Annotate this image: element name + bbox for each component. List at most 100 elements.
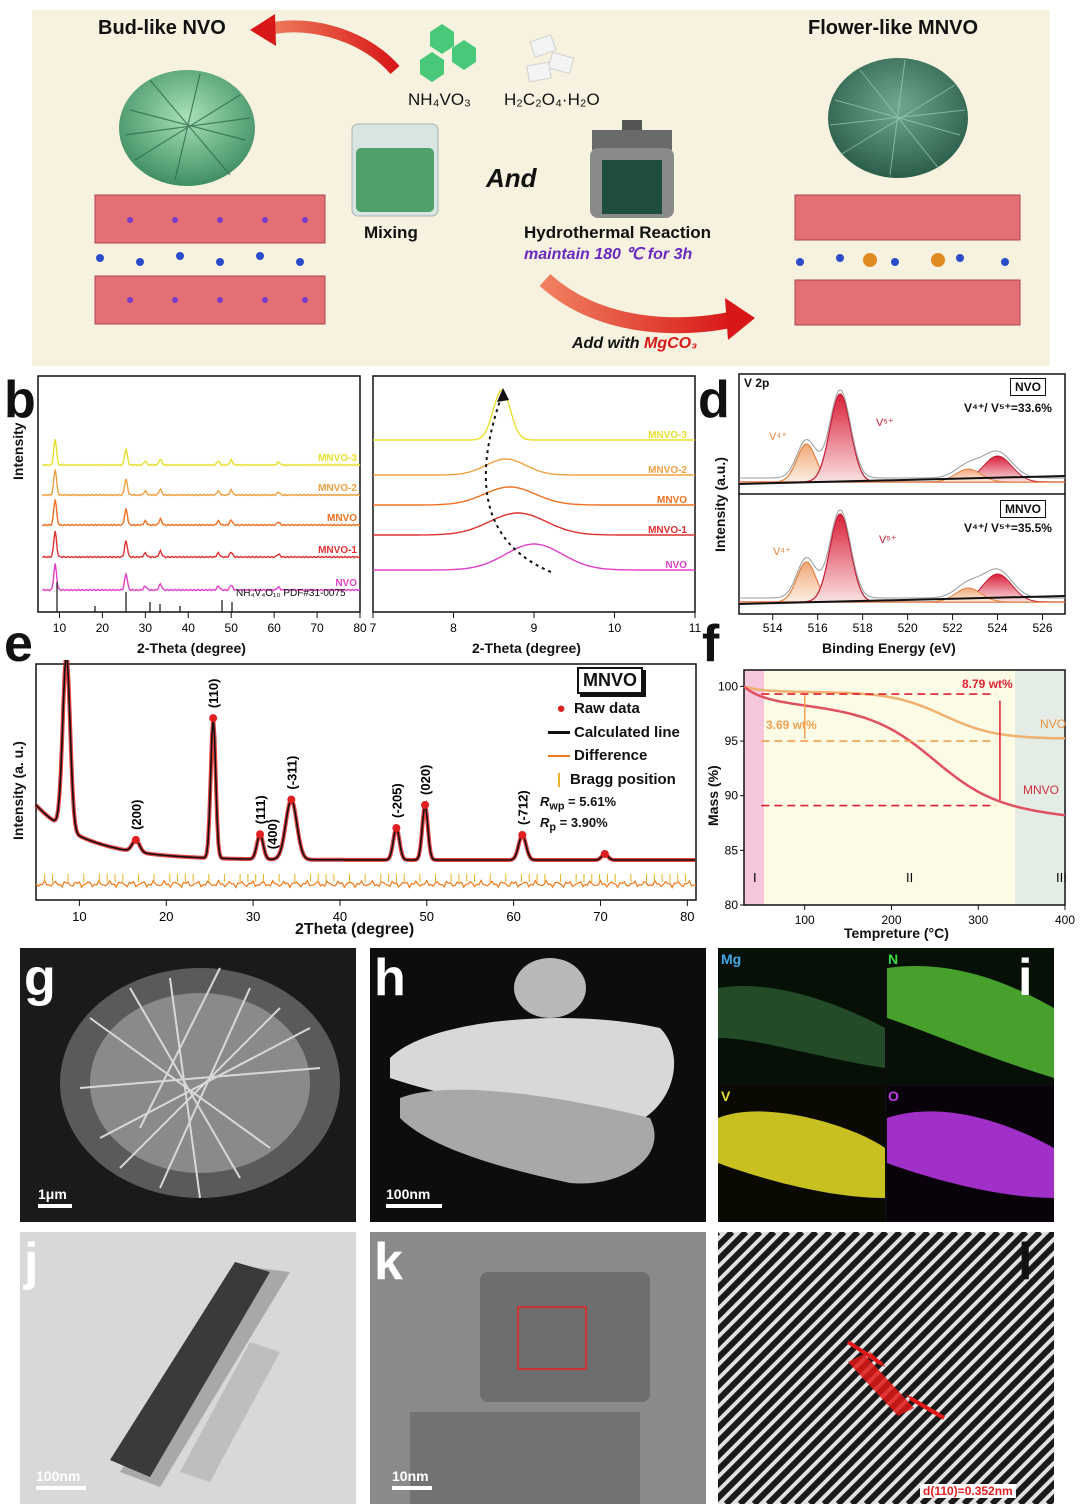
and-text: And bbox=[486, 163, 537, 193]
lattice-fringe bbox=[793, 1241, 1054, 1504]
panel-d-xtick: 526 bbox=[1033, 621, 1053, 635]
envelope bbox=[739, 389, 1065, 479]
panel-b-trace-2 bbox=[41, 499, 361, 527]
panel-f-ytick: 85 bbox=[725, 843, 739, 857]
lattice-fringe bbox=[975, 1423, 1054, 1504]
panel-d-xtick: 518 bbox=[853, 621, 873, 635]
panel-f-label: f bbox=[702, 615, 720, 673]
panel-e-label: e bbox=[4, 615, 33, 673]
panel-i-v-label: V bbox=[721, 1088, 731, 1104]
panel-e-peak-label: (-311) bbox=[284, 756, 299, 790]
lattice-fringe bbox=[718, 1232, 945, 1461]
panel-b-series-label: NVO bbox=[335, 578, 357, 589]
panel-b-trace-1 bbox=[41, 469, 361, 497]
add-mgco3-label: Add with MgCO₃ bbox=[572, 335, 698, 352]
panel-e-ylabel: Intensity (a. u.) bbox=[10, 741, 26, 840]
panel-f-ylabel: Mass (%) bbox=[705, 765, 721, 826]
raw-data-point bbox=[518, 830, 527, 839]
panel-f-region-label: III bbox=[1056, 870, 1067, 885]
reagent-nh4vo3: NH₄VO₃ bbox=[408, 90, 471, 109]
calculated-line bbox=[35, 660, 696, 861]
panel-e-peak-label: (-712) bbox=[515, 790, 530, 825]
legend-raw-data: ● Raw data bbox=[556, 700, 640, 717]
panel-c-trace-3 bbox=[373, 512, 695, 536]
panel-i-label: i bbox=[1018, 949, 1033, 1007]
panel-d-xtick: 522 bbox=[943, 621, 963, 635]
panel-d-top-v4: V⁴⁺ bbox=[769, 431, 787, 443]
panel-e-xtick: 60 bbox=[506, 909, 520, 924]
panel-f-region-label: II bbox=[906, 870, 913, 885]
panel-b-xtick: 40 bbox=[182, 621, 196, 635]
panel-f-ann-369: 3.69 wt% bbox=[766, 718, 817, 732]
bud-like-nvo-title: Bud-like NVO bbox=[98, 17, 226, 39]
panel-c-series-label: MNVO-1 bbox=[648, 525, 687, 536]
panel-c-xrd-zoom-chart: MNVO-3 MNVO-2 MNVO MNVO-1 NVO 7 8 9 10 11 bbox=[370, 375, 702, 635]
panel-f-nvo-label: NVO bbox=[1040, 717, 1067, 731]
mnvo-curve bbox=[743, 685, 1066, 817]
legend-calculated-line: Calculated line bbox=[548, 721, 680, 745]
hydrothermal-label: Hydrothermal Reaction bbox=[524, 223, 712, 242]
panel-b-xtick: 80 bbox=[353, 621, 367, 635]
envelope bbox=[739, 509, 1065, 599]
panel-c-series-label: MNVO-2 bbox=[648, 465, 687, 476]
panel-k-label: k bbox=[374, 1233, 403, 1291]
panel-i-o-label: O bbox=[888, 1088, 899, 1104]
panel-e-peak-label: (200) bbox=[129, 800, 144, 830]
panel-b-xtick: 70 bbox=[310, 621, 324, 635]
panel-d-mnvo-ratio: V⁴⁺/ V⁵⁺=35.5% bbox=[964, 521, 1052, 535]
panel-b-trace-0 bbox=[42, 438, 361, 467]
nvo-curve bbox=[743, 685, 1065, 740]
lattice-fringe bbox=[718, 1232, 889, 1405]
panel-d-bottom-v4: V⁴⁺ bbox=[773, 546, 791, 558]
panel-b-series-label: MNVO bbox=[327, 513, 357, 524]
panel-b-ref-label: NH₄V₄O₁₀ PDF#31-0075 bbox=[236, 588, 346, 599]
lattice-fringe bbox=[849, 1297, 1054, 1504]
lattice-fringe bbox=[919, 1367, 1054, 1504]
panel-c-trace-1 bbox=[373, 458, 695, 476]
lattice-fringe bbox=[718, 1232, 847, 1363]
panel-l-lattice-fringes bbox=[718, 1232, 1054, 1504]
panel-i-mg-label: Mg bbox=[721, 951, 742, 967]
panel-f-xtick: 300 bbox=[968, 913, 988, 927]
panel-b-xtick: 30 bbox=[139, 621, 153, 635]
panel-d-title: V 2p bbox=[744, 376, 770, 390]
panel-b-xtick: 50 bbox=[225, 621, 239, 635]
panel-a-schematic bbox=[94, 14, 1021, 340]
difference-line bbox=[35, 879, 697, 889]
panel-e-xtick: 50 bbox=[420, 909, 434, 924]
lattice-fringe bbox=[989, 1437, 1054, 1504]
panel-i-eds-mapping bbox=[718, 948, 1054, 1222]
panel-g-scalebar: 1μm bbox=[38, 1186, 72, 1208]
panel-f-region-label: I bbox=[753, 870, 757, 885]
panel-e-mnvo-tag: MNVO bbox=[577, 667, 643, 694]
lattice-fringe bbox=[718, 1232, 931, 1447]
lattice-fringe bbox=[891, 1339, 1054, 1504]
raw-data-point bbox=[209, 714, 218, 723]
panel-e-legend: ● Raw data Calculated line Difference | Br… bbox=[548, 697, 680, 791]
panel-f-xtick: 100 bbox=[795, 913, 815, 927]
panel-e-peak-label: (111) bbox=[253, 795, 268, 824]
panel-f-xlabel: Tempreture (°C) bbox=[844, 925, 949, 941]
lattice-fringe bbox=[718, 1232, 917, 1433]
lattice-fringe bbox=[718, 1232, 875, 1391]
panel-d-nvo-ratio: V⁴⁺/ V⁵⁺=33.6% bbox=[964, 401, 1052, 415]
legend-difference: Difference bbox=[548, 744, 680, 768]
lattice-fringe bbox=[718, 1232, 833, 1349]
panel-b-xtick: 20 bbox=[96, 621, 110, 635]
panel-h-stem-image bbox=[370, 948, 706, 1222]
flower-like-mnvo-title: Flower-like MNVO bbox=[808, 17, 979, 39]
panel-b-label: b bbox=[4, 371, 36, 429]
panel-c-series-label: MNVO bbox=[657, 495, 687, 506]
panel-e-rp: Rp = 3.90% bbox=[540, 815, 608, 834]
panel-e-peak-label: (-205) bbox=[389, 783, 404, 818]
panel-e-xlabel: 2Theta (degree) bbox=[295, 921, 415, 938]
lattice-fringe bbox=[835, 1283, 1054, 1504]
lattice-fringe bbox=[718, 1232, 805, 1321]
panel-d-mnvo-tag: MNVO bbox=[1000, 500, 1046, 518]
lattice-fringe bbox=[1003, 1451, 1054, 1504]
panel-e-peak-label: (400) bbox=[265, 819, 280, 849]
panel-e-xtick: 70 bbox=[593, 909, 607, 924]
lattice-fringe bbox=[961, 1409, 1054, 1504]
panel-i-n-label: N bbox=[888, 951, 899, 967]
panel-c-trace-0 bbox=[373, 389, 695, 441]
